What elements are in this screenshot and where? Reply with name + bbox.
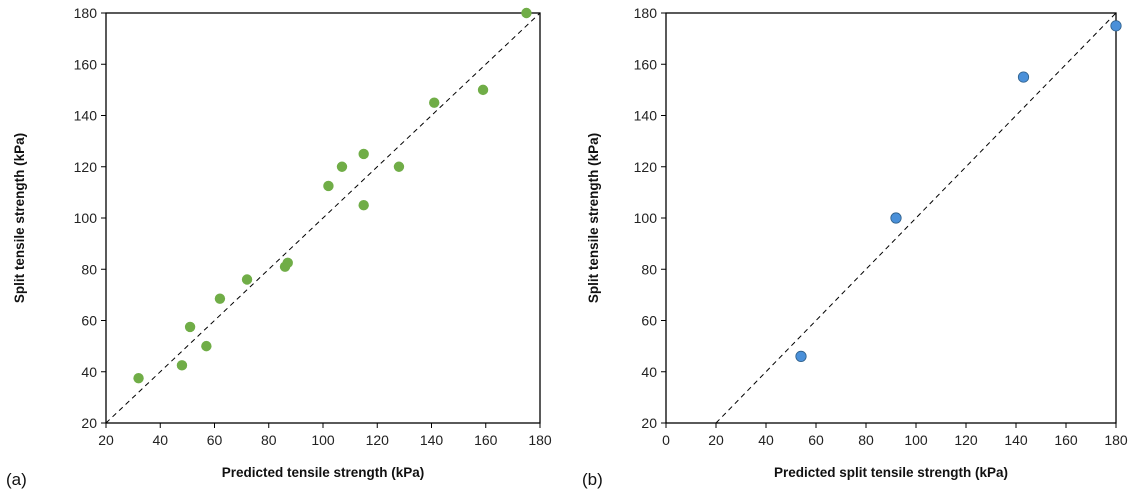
- data-point: [282, 257, 293, 269]
- y-tick-label: 80: [81, 261, 97, 277]
- y-axis-title: Split tensile strength (kPa): [586, 133, 601, 303]
- data-point: [477, 84, 489, 96]
- x-tick-label: 160: [474, 432, 498, 448]
- data-point: [336, 161, 348, 172]
- y-tick-label: 100: [634, 210, 658, 226]
- y-tick-label: 80: [641, 261, 657, 277]
- x-tick-label: 80: [858, 432, 874, 448]
- y-tick-label: 20: [641, 415, 657, 431]
- y-tick-label: 160: [634, 56, 658, 72]
- y-tick-label: 40: [81, 364, 97, 380]
- x-tick-label: 60: [207, 432, 223, 448]
- data-point: [184, 321, 196, 333]
- data-point: [358, 199, 369, 211]
- x-tick-label: 120: [954, 432, 978, 448]
- y-tick-label: 160: [74, 56, 98, 72]
- data-point: [214, 293, 226, 304]
- x-tick-label: 60: [808, 432, 824, 448]
- x-tick-label: 40: [758, 432, 774, 448]
- data-point: [176, 360, 188, 371]
- y-tick-label: 40: [641, 364, 657, 380]
- data-point: [429, 97, 440, 108]
- reference-line-1to1: [715, 13, 1116, 423]
- x-tick-label: 100: [904, 432, 928, 448]
- x-tick-label: 40: [152, 432, 168, 448]
- y-tick-label: 120: [74, 159, 98, 175]
- y-tick-label: 60: [81, 313, 97, 329]
- data-point: [241, 274, 253, 285]
- x-axis-title: Predicted split tensile strength (kPa): [774, 465, 1008, 480]
- y-tick-label: 140: [74, 108, 98, 124]
- y-tick-label: 60: [641, 313, 657, 329]
- x-tick-label: 100: [311, 432, 335, 448]
- x-tick-label: 160: [1054, 432, 1078, 448]
- y-tick-label: 120: [634, 159, 658, 175]
- x-tick-label: 20: [98, 432, 114, 448]
- data-point: [323, 180, 334, 192]
- x-tick-label: 20: [708, 432, 724, 448]
- reference-line-1to1: [106, 13, 540, 423]
- y-tick-label: 100: [74, 210, 98, 226]
- data-point: [393, 161, 405, 172]
- data-point: [521, 7, 532, 19]
- data-point: [201, 340, 212, 352]
- x-tick-label: 80: [261, 432, 277, 448]
- y-tick-label: 20: [81, 415, 97, 431]
- panel-label: (a): [6, 470, 27, 489]
- chart-panel-a: 20 40 60 80 100 120 140 160 180 20 40 60 80 100 120 140…: [6, 5, 552, 489]
- x-tick-label: 120: [366, 432, 390, 448]
- data-point: [795, 350, 807, 362]
- x-tick-label: 180: [1104, 432, 1128, 448]
- data-point: [890, 212, 902, 224]
- x-tick-label: 180: [528, 432, 552, 448]
- x-tick-label: 0: [662, 432, 670, 448]
- data-point: [358, 148, 369, 160]
- x-axis-title: Predicted tensile strength (kPa): [222, 465, 425, 480]
- data-point: [1110, 20, 1122, 32]
- panel-label: (b): [582, 470, 603, 489]
- y-tick-label: 180: [74, 5, 98, 21]
- y-axis-title: Split tensile strength (kPa): [12, 133, 27, 303]
- data-point: [133, 372, 144, 384]
- x-tick-label: 140: [420, 432, 444, 448]
- chart-panel-b: 0 20 40 60 80 100 120 140 160 180 20 40 60 80 100 120 14…: [582, 5, 1128, 489]
- y-tick-label: 140: [634, 108, 658, 124]
- data-point: [1017, 71, 1030, 83]
- x-tick-label: 140: [1004, 432, 1028, 448]
- y-tick-label: 180: [634, 5, 658, 21]
